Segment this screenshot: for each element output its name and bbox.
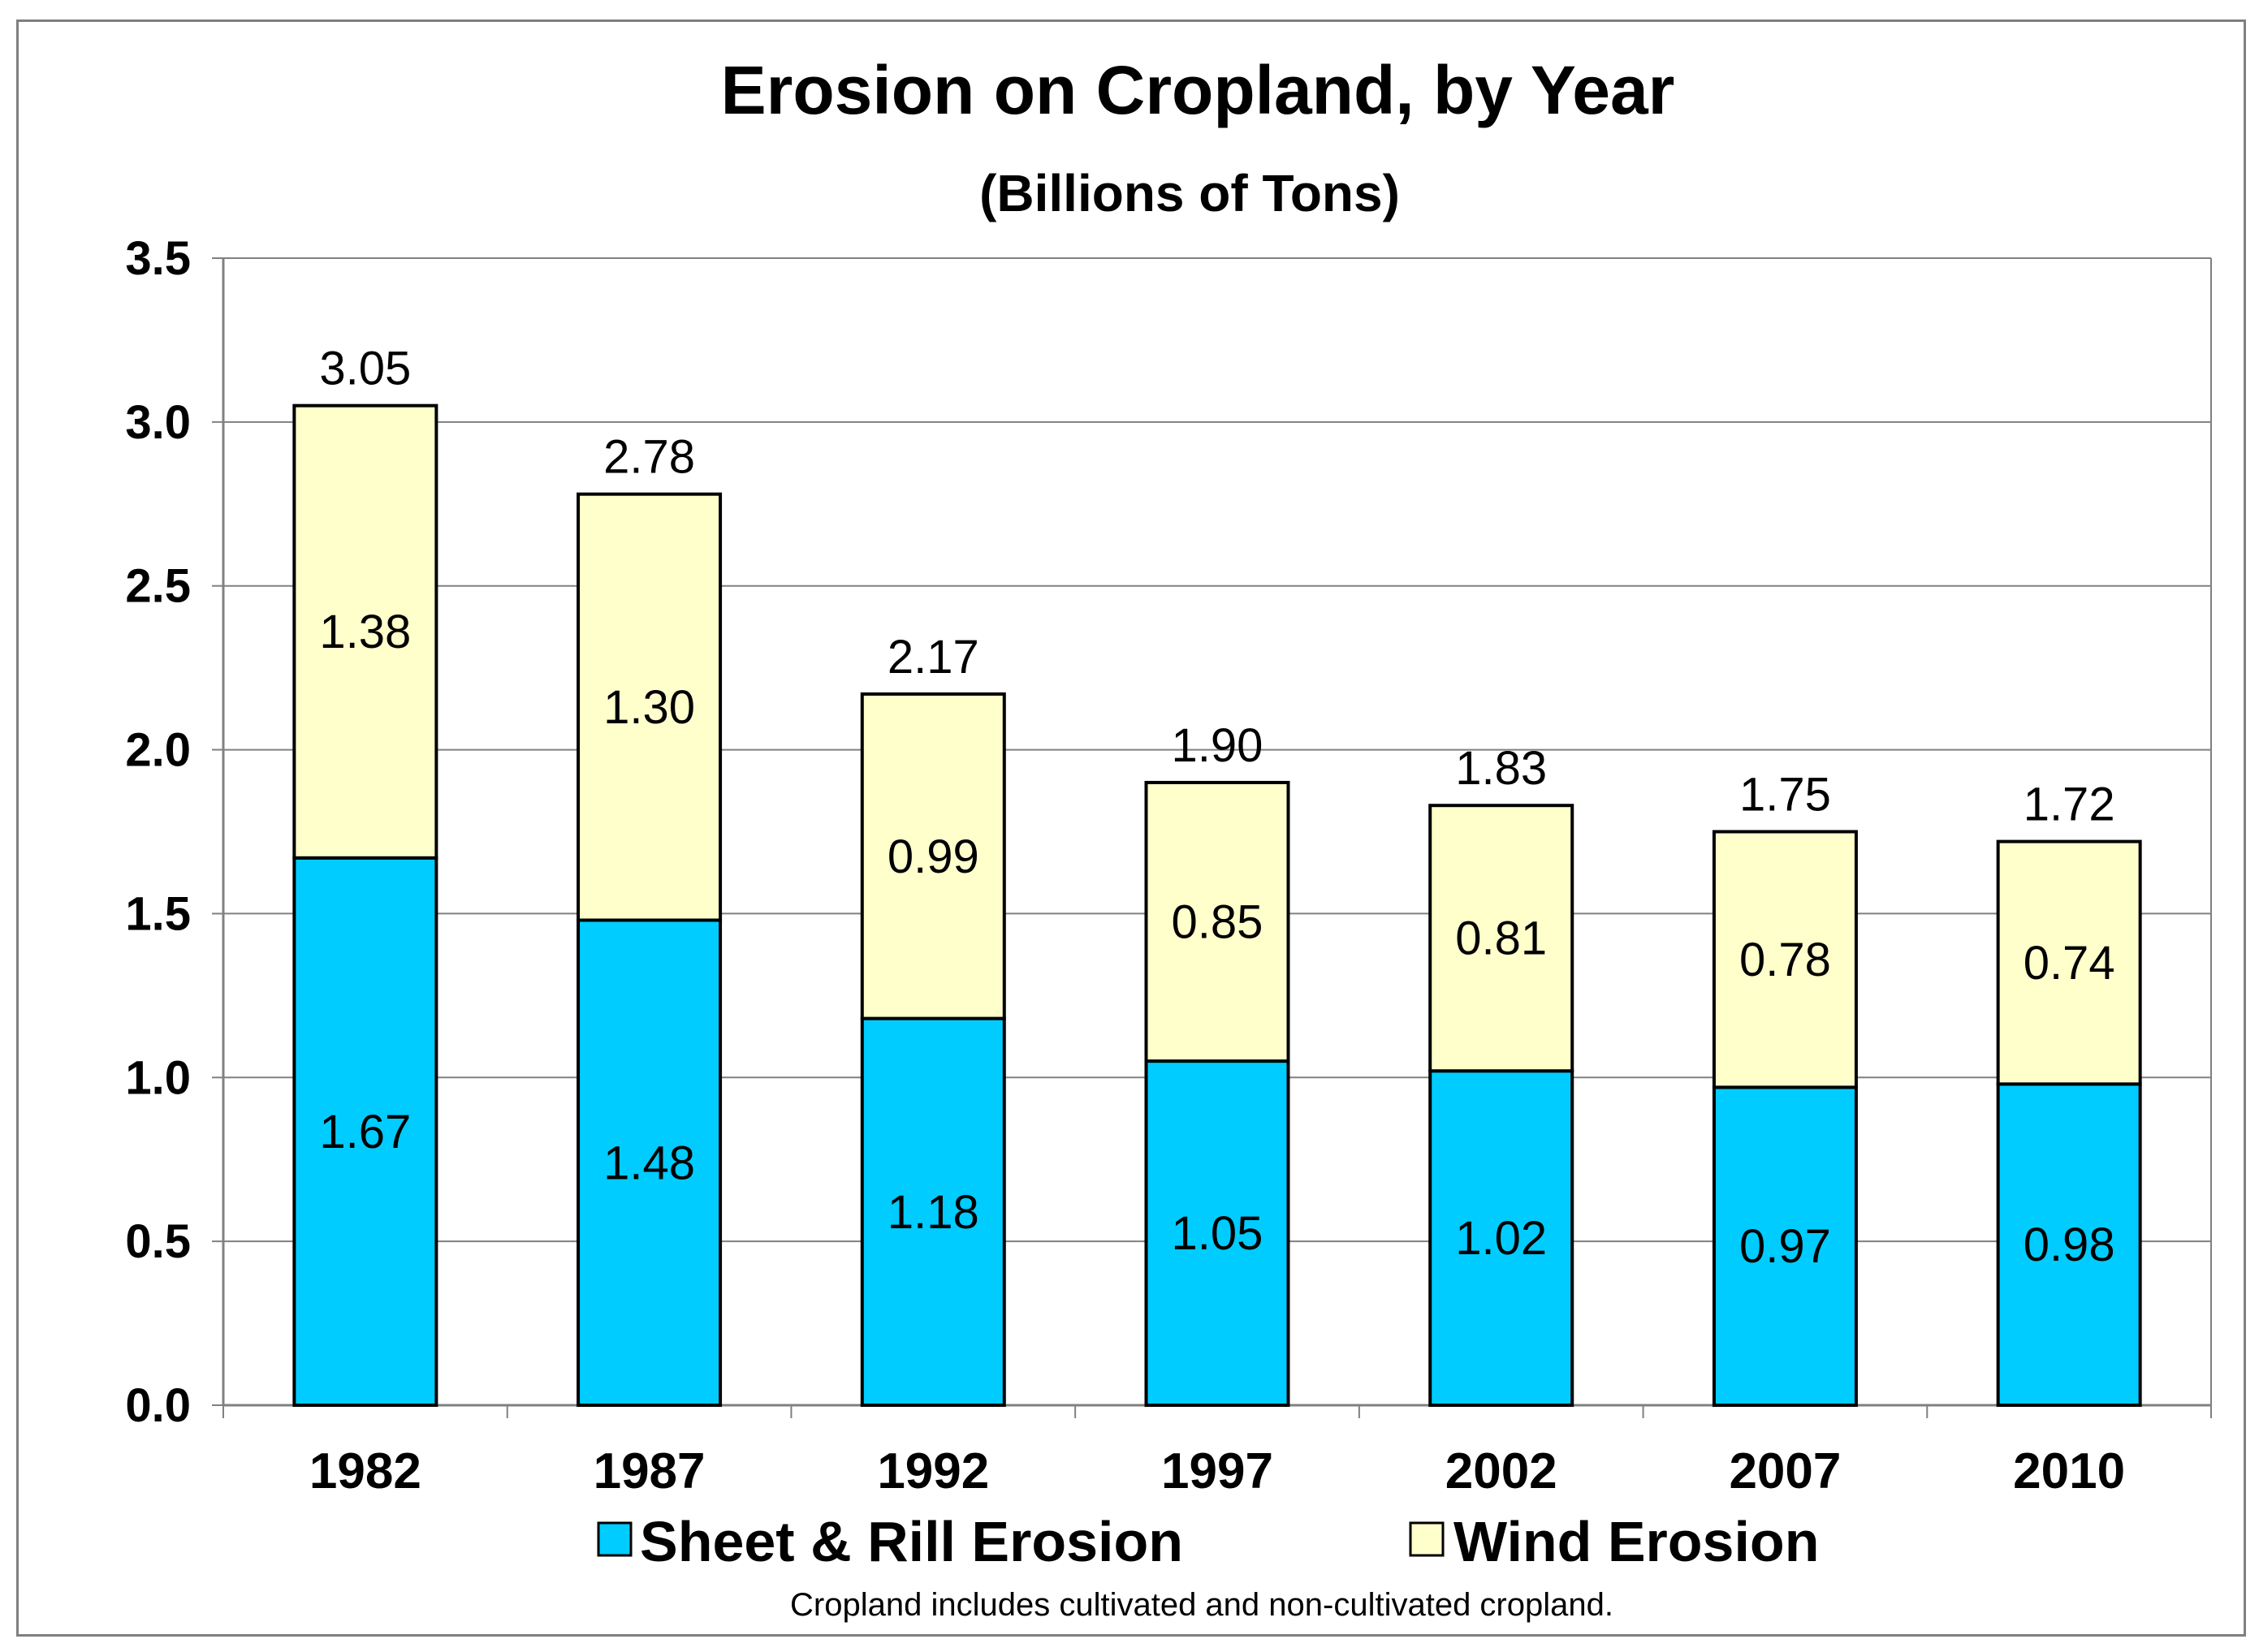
data-label-wind: 0.78 (1739, 934, 1831, 986)
data-label-wind: 0.74 (2024, 937, 2115, 990)
grid-lines (223, 257, 2212, 1405)
y-tick-label: 3.0 (125, 396, 191, 449)
y-tick-label: 3.5 (125, 232, 191, 285)
legend-swatch-sheet-rill (597, 1521, 633, 1557)
bar-segment-sheet-rill (1428, 1069, 1574, 1407)
y-tick-label: 0.5 (125, 1215, 191, 1268)
data-label-total: 1.72 (2024, 779, 2115, 831)
chart-subtitle: (Billions of Tons) (979, 164, 1400, 222)
y-tick-label: 1.0 (125, 1051, 191, 1104)
bar-segment-sheet-rill (1996, 1082, 2142, 1407)
data-label-total: 1.83 (1455, 742, 1547, 795)
data-label-sheet-rill: 1.05 (1172, 1207, 1263, 1260)
legend: Sheet & Rill Erosion Wind Erosion (597, 1510, 1819, 1573)
bar-segment-sheet-rill (577, 918, 723, 1407)
data-label-wind: 0.81 (1455, 912, 1547, 965)
bar-segment-wind (292, 403, 438, 860)
data-label-sheet-rill: 1.02 (1455, 1212, 1547, 1265)
bar-segment-wind (1428, 804, 1574, 1073)
data-label-wind: 0.99 (888, 830, 979, 883)
x-tick-label: 1987 (594, 1443, 706, 1499)
data-label-wind: 1.30 (603, 681, 695, 734)
data-label-sheet-rill: 1.18 (888, 1186, 979, 1239)
data-label-sheet-rill: 1.48 (603, 1137, 695, 1189)
x-tick-label: 2010 (2013, 1443, 2125, 1499)
axes: 0.0 0.5 1.0 1.5 2.0 2.5 3.0 3.5 1982 1987 1992 1997… (125, 232, 2212, 1499)
data-label-wind: 1.38 (319, 606, 411, 658)
x-tick-label: 1992 (877, 1443, 989, 1499)
data-label-total: 2.78 (603, 431, 695, 484)
data-labels: 1.67 1.38 3.05 1.48 1.30 2.78 1.18 0.99 2.17 1.05… (319, 343, 2114, 1274)
x-tick-label: 1982 (309, 1443, 421, 1499)
y-tick-label: 0.0 (125, 1379, 191, 1432)
data-label-sheet-rill: 0.97 (1739, 1220, 1831, 1273)
legend-swatch-wind (1409, 1521, 1445, 1557)
bars (292, 403, 2142, 1408)
bar-segment-wind (577, 492, 723, 922)
bar-segment-sheet-rill (1144, 1059, 1290, 1407)
x-tick-label: 1997 (1161, 1443, 1273, 1499)
data-label-total: 1.75 (1739, 769, 1831, 822)
chart-title: Erosion on Cropland, by Year (721, 52, 1675, 128)
data-label-total: 1.90 (1172, 719, 1263, 772)
bar-segment-sheet-rill (860, 1016, 1006, 1408)
data-label-total: 3.05 (319, 343, 411, 395)
x-tick-label: 2002 (1445, 1443, 1557, 1499)
bar-segment-wind (1996, 839, 2142, 1086)
x-tick-label: 2007 (1729, 1443, 1841, 1499)
bar-segment-wind (1144, 780, 1290, 1063)
bar-segment-sheet-rill (292, 856, 438, 1407)
data-label-wind: 0.85 (1172, 896, 1263, 949)
legend-label-sheet-rill: Sheet & Rill Erosion (640, 1510, 1183, 1573)
data-label-sheet-rill: 0.98 (2024, 1219, 2115, 1271)
y-tick-label: 2.5 (125, 560, 191, 613)
data-label-sheet-rill: 1.67 (319, 1106, 411, 1158)
bar-segment-wind (860, 692, 1006, 1020)
y-tick-label: 1.5 (125, 887, 191, 940)
chart-footnote: Cropland includes cultivated and non-cul… (790, 1587, 1613, 1623)
bar-segment-wind (1712, 830, 1858, 1089)
data-label-total: 2.17 (888, 631, 979, 684)
legend-label-wind: Wind Erosion (1453, 1510, 1819, 1573)
y-tick-label: 2.0 (125, 724, 191, 777)
